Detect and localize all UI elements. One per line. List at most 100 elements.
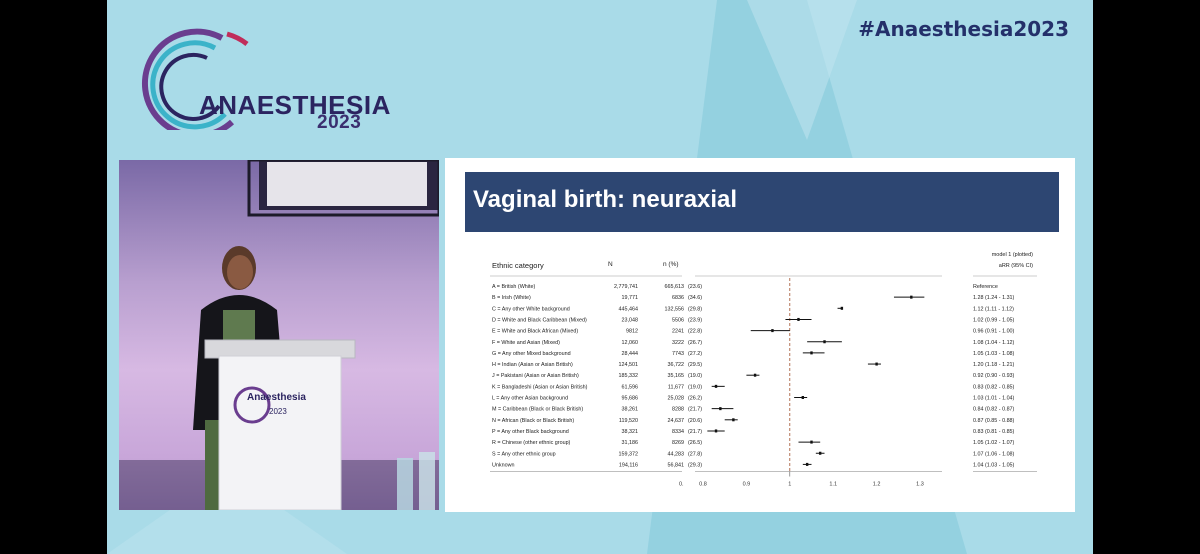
point-estimate — [875, 362, 878, 366]
row-pct: (34.6) — [688, 295, 702, 301]
row-n: 95,686 — [622, 396, 639, 402]
row-pct: (21.7) — [688, 429, 702, 435]
slide-title: Vaginal birth: neuraxial — [473, 186, 738, 213]
row-label: M = Caribbean (Black or Black British) — [492, 407, 583, 413]
row-events: 2241 — [672, 329, 684, 335]
row-label: P = Any other Black background — [492, 429, 569, 435]
row-events: 5506 — [672, 317, 684, 323]
row-label: S = Any other ethnic group — [492, 451, 556, 457]
row-label: N = African (Black or Black British) — [492, 418, 574, 424]
row-events: 36,722 — [668, 362, 685, 368]
row-events: 35,165 — [668, 373, 685, 379]
header-model: model 1 (plotted) — [992, 252, 1033, 258]
row-ci: 1.02 (0.99 - 1.05) — [973, 317, 1015, 323]
row-ci: 1.05 (1.02 - 1.07) — [973, 440, 1015, 446]
row-pct: (26.7) — [688, 340, 702, 346]
row-n: 61,596 — [622, 384, 639, 390]
row-pct: (23.6) — [688, 284, 702, 290]
point-estimate — [840, 306, 844, 310]
point-estimate — [797, 317, 800, 321]
row-pct: (26.2) — [688, 396, 702, 402]
row-events: 7743 — [672, 351, 684, 357]
row-ci: 0.92 (0.90 - 0.93) — [973, 373, 1015, 379]
header-n: N — [608, 261, 613, 268]
row-label: K = Bangladeshi (Asian or Asian British) — [492, 384, 588, 390]
row-ci: Reference — [973, 284, 998, 290]
row-label: Unknown — [492, 462, 514, 468]
row-label: C = Any other White background — [492, 306, 570, 312]
row-ci: 0.96 (0.91 - 1.00) — [973, 329, 1015, 335]
row-events: 24,637 — [668, 418, 685, 424]
point-estimate — [753, 373, 757, 377]
row-events: 25,028 — [668, 396, 685, 402]
row-events: 665,613 — [665, 284, 685, 290]
speaker-scene: Anaesthesia 2023 — [119, 160, 439, 510]
row-n: 19,771 — [622, 295, 639, 301]
row-ci: 1.05 (1.03 - 1.08) — [973, 351, 1015, 357]
row-n: 9812 — [626, 329, 638, 335]
row-n: 124,501 — [619, 362, 639, 368]
row-n: 23,048 — [622, 317, 639, 323]
conference-hashtag: #Anaesthesia2023 — [858, 17, 1069, 41]
point-estimate — [732, 418, 735, 422]
row-events: 44,283 — [668, 451, 685, 457]
row-events: 8288 — [672, 407, 684, 413]
row-ci: 1.04 (1.03 - 1.05) — [973, 462, 1015, 468]
point-estimate — [810, 440, 813, 444]
podium-logo-year: 2023 — [269, 407, 287, 416]
water-bottle-icon — [397, 458, 413, 510]
row-label: L = Any other Asian background — [492, 396, 568, 402]
anaesthesia-logo: ANAESTHESIA 2023 — [127, 20, 390, 139]
podium-logo-word: Anaesthesia — [247, 392, 306, 403]
water-bottle-icon — [419, 452, 435, 510]
row-pct: (29.8) — [688, 306, 702, 312]
row-n: 38,261 — [622, 407, 639, 413]
x-tick-label: 1.1 — [829, 482, 837, 488]
row-label: F = White and Asian (Mixed) — [492, 340, 560, 346]
conference-stage: ANAESTHESIA 2023 #Anaesthesia2023 Anaest… — [107, 0, 1093, 554]
x-tick-label: 0.8 — [699, 482, 707, 488]
speaker-video: Anaesthesia 2023 — [119, 160, 439, 510]
presentation-slide: Vaginal birth: neuraxial Ethnic category… — [445, 158, 1075, 512]
row-n: 31,186 — [622, 440, 639, 446]
row-label: J = Pakistani (Asian or Asian British) — [492, 373, 579, 379]
row-pct: (27.2) — [688, 351, 702, 357]
row-label: A = British (White) — [492, 284, 535, 290]
row-events: 132,556 — [665, 306, 685, 312]
row-pct: (27.8) — [688, 451, 702, 457]
row-pct: (20.6) — [688, 418, 702, 424]
axis-start-label: 0. — [679, 482, 684, 488]
row-pct: (21.7) — [688, 407, 702, 413]
row-n: 445,464 — [619, 306, 639, 312]
row-pct: (23.9) — [688, 317, 702, 323]
header-ethnic-category: Ethnic category — [492, 261, 544, 270]
x-tick-label: 1.3 — [916, 482, 924, 488]
row-n: 194,116 — [619, 462, 638, 468]
x-tick-label: 0.9 — [743, 482, 751, 488]
x-tick-label: 1 — [788, 482, 791, 488]
point-estimate — [810, 351, 813, 355]
row-ci: 0.83 (0.81 - 0.85) — [973, 429, 1015, 435]
point-estimate — [801, 396, 805, 399]
row-pct: (19.0) — [688, 384, 702, 390]
row-n: 185,332 — [619, 373, 639, 379]
point-estimate — [771, 329, 774, 333]
logo-word: ANAESTHESIA — [199, 90, 391, 120]
row-events: 11,677 — [668, 384, 684, 390]
row-label: E = White and Black African (Mixed) — [492, 329, 578, 335]
row-ci: 1.20 (1.18 - 1.21) — [973, 362, 1015, 368]
row-pct: (19.0) — [688, 373, 702, 379]
podium-logo-icon — [233, 386, 271, 424]
row-n: 119,520 — [619, 418, 638, 424]
row-events: 8334 — [672, 429, 684, 435]
row-n: 159,372 — [619, 451, 639, 457]
row-events: 3222 — [672, 340, 684, 346]
row-ci: 0.84 (0.82 - 0.87) — [973, 407, 1015, 413]
row-ci: 1.12 (1.11 - 1.12) — [973, 306, 1014, 312]
row-label: G = Any other Mixed background — [492, 351, 571, 357]
row-events: 8269 — [672, 440, 684, 446]
header-n-pct: n (%) — [663, 261, 679, 268]
row-pct: (22.8) — [688, 329, 702, 335]
point-estimate — [714, 384, 718, 388]
